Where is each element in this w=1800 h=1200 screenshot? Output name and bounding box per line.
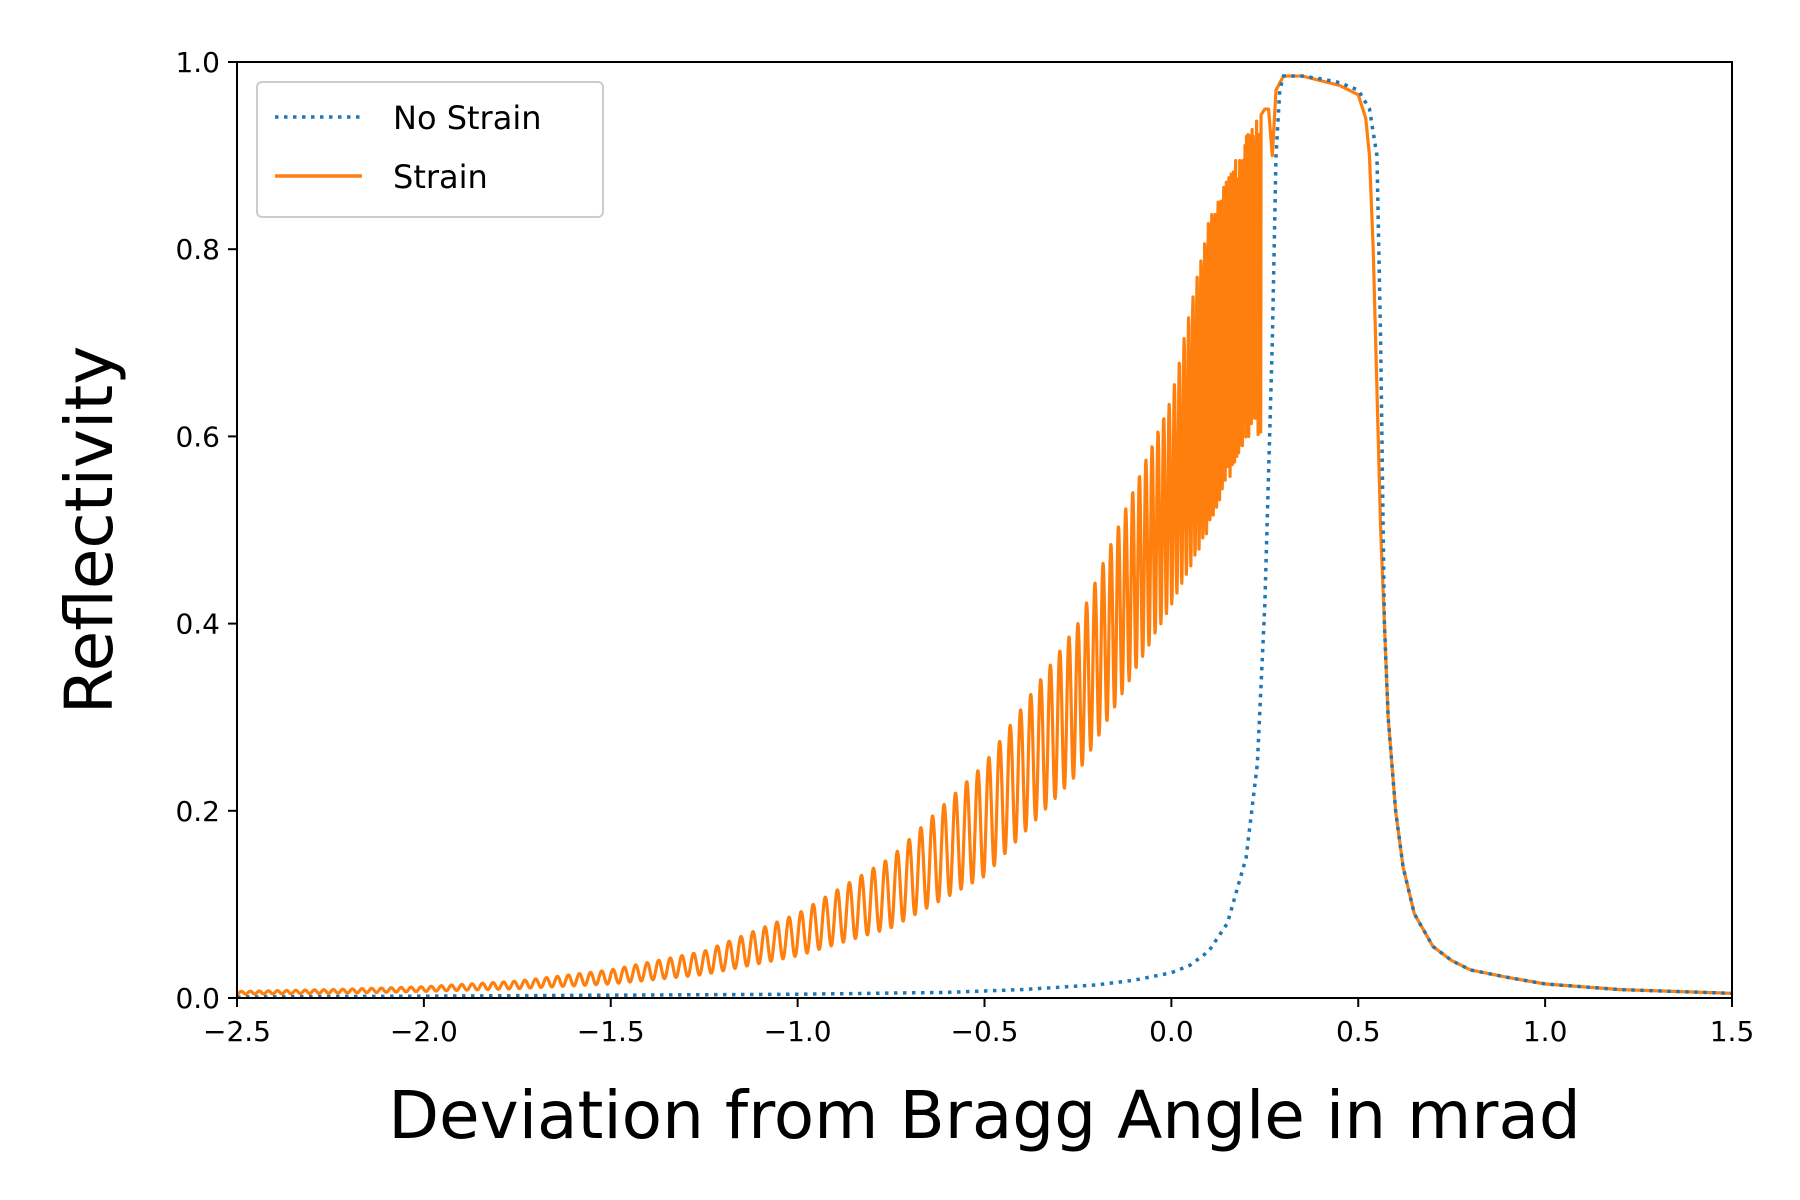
x-axis-ticks: −2.5 −2.0 −1.5 −1.0 −0.5 0.0 0.5 1.0 1.5	[203, 998, 1754, 1048]
series-line-no-strain	[237, 74, 1732, 998]
x-tick-label: 0.5	[1336, 1015, 1381, 1048]
y-tick-label: 0.6	[175, 420, 220, 453]
x-tick-label: 1.5	[1710, 1015, 1755, 1048]
legend-label-no-strain: No Strain	[393, 99, 541, 137]
x-tick-label: 0.0	[1149, 1015, 1194, 1048]
x-axis-label: Deviation from Bragg Angle in mrad	[388, 1077, 1581, 1154]
legend-box	[256, 81, 604, 218]
legend-label-strain: Strain	[393, 158, 488, 196]
x-tick-label: −2.5	[203, 1015, 271, 1048]
y-tick-label: 0.8	[175, 233, 220, 266]
y-tick-label: 0.2	[175, 795, 220, 828]
y-axis-label: Reflectivity	[51, 346, 128, 715]
y-tick-label: 1.0	[175, 46, 220, 79]
x-tick-label: 1.0	[1523, 1015, 1568, 1048]
y-tick-label: 0.0	[175, 982, 220, 1015]
x-tick-label: −1.5	[577, 1015, 645, 1048]
y-axis-ticks: 0.0 0.2 0.4 0.6 0.8 1.0	[175, 46, 237, 1015]
legend: No Strain Strain	[256, 81, 604, 218]
x-tick-label: −1.0	[764, 1015, 832, 1048]
x-tick-label: −0.5	[951, 1015, 1019, 1048]
x-tick-label: −2.0	[390, 1015, 458, 1048]
series-layer	[237, 74, 1732, 998]
y-tick-label: 0.4	[175, 608, 220, 641]
